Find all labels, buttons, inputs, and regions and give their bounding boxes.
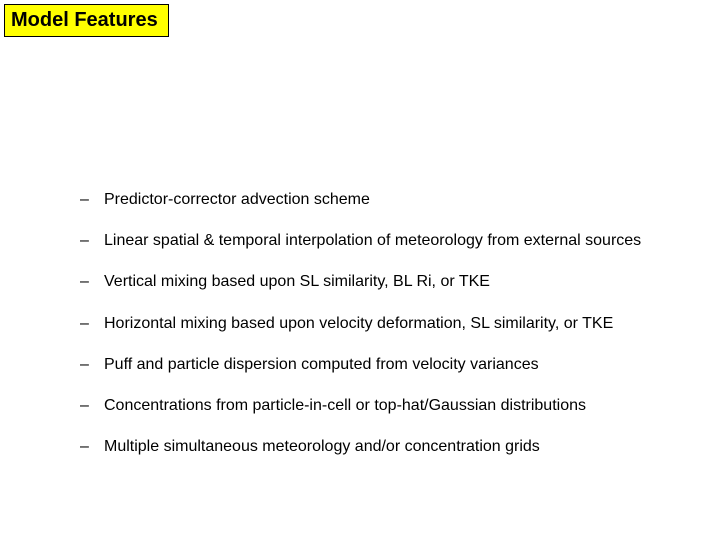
list-item: – Multiple simultaneous meteorology and/… xyxy=(80,437,700,456)
feature-list: – Predictor-corrector advection scheme –… xyxy=(80,190,700,478)
bullet-dash-icon: – xyxy=(80,396,104,415)
page-title: Model Features xyxy=(11,9,158,31)
list-item: – Predictor-corrector advection scheme xyxy=(80,190,700,209)
list-item-text: Horizontal mixing based upon velocity de… xyxy=(104,314,700,333)
list-item-text: Concentrations from particle-in-cell or … xyxy=(104,396,700,415)
list-item: – Vertical mixing based upon SL similari… xyxy=(80,272,700,291)
list-item-text: Linear spatial & temporal interpolation … xyxy=(104,231,700,250)
list-item: – Concentrations from particle-in-cell o… xyxy=(80,396,700,415)
list-item: – Horizontal mixing based upon velocity … xyxy=(80,314,700,333)
list-item: – Puff and particle dispersion computed … xyxy=(80,355,700,374)
list-item-text: Predictor-corrector advection scheme xyxy=(104,190,700,209)
bullet-dash-icon: – xyxy=(80,437,104,456)
title-box: Model Features xyxy=(4,4,169,37)
bullet-dash-icon: – xyxy=(80,190,104,209)
bullet-dash-icon: – xyxy=(80,314,104,333)
bullet-dash-icon: – xyxy=(80,231,104,250)
bullet-dash-icon: – xyxy=(80,355,104,374)
list-item-text: Puff and particle dispersion computed fr… xyxy=(104,355,700,374)
list-item-text: Multiple simultaneous meteorology and/or… xyxy=(104,437,700,456)
list-item-text: Vertical mixing based upon SL similarity… xyxy=(104,272,700,291)
list-item: – Linear spatial & temporal interpolatio… xyxy=(80,231,700,250)
bullet-dash-icon: – xyxy=(80,272,104,291)
